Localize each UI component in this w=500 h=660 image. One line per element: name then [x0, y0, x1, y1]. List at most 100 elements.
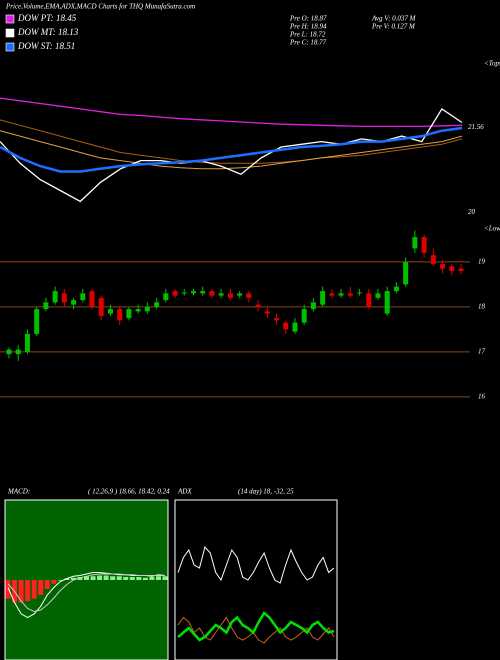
- candle-body: [440, 264, 446, 269]
- candle-body: [200, 291, 206, 294]
- candle-body: [181, 292, 187, 294]
- y-tick-label: 20: [468, 208, 476, 216]
- candle-body: [430, 255, 436, 265]
- histogram-bar: [123, 577, 129, 580]
- candle-body: [393, 286, 399, 292]
- histogram-bar: [64, 578, 70, 580]
- candle-body: [292, 322, 298, 332]
- legend-swatch: [5, 28, 15, 38]
- stat-label: Pre V: 0.127 M: [371, 23, 416, 31]
- stat-label: Pre H: 18.94: [289, 23, 327, 31]
- corner-label: <Lows: [484, 225, 500, 233]
- candle-body: [172, 291, 178, 296]
- series-line: [177, 611, 335, 642]
- candle-body: [117, 309, 123, 321]
- candle-body: [357, 292, 363, 294]
- candle-body: [209, 291, 215, 296]
- series-line: [7, 573, 165, 613]
- candle-body: [264, 311, 270, 314]
- candle-body: [43, 302, 49, 310]
- series-line: [0, 130, 463, 170]
- series-line: [0, 119, 463, 164]
- candle-body: [421, 237, 427, 253]
- y-tick-label: 16: [478, 392, 486, 400]
- y-tick-label: 19: [478, 257, 486, 265]
- candle-body: [15, 349, 21, 355]
- y-tick-label: 17: [478, 347, 486, 355]
- candle-body: [375, 293, 381, 298]
- stat-label: Avg V: 0.037 M: [371, 15, 417, 23]
- candle-body: [24, 333, 30, 352]
- series-line: [0, 97, 463, 128]
- series-line: [0, 126, 463, 173]
- candle-body: [89, 291, 95, 307]
- histogram-bar: [70, 577, 76, 580]
- candle-body: [98, 297, 104, 316]
- histogram-bar: [31, 580, 37, 599]
- candle-body: [310, 302, 316, 310]
- candle-body: [80, 293, 86, 301]
- candle-body: [320, 291, 326, 305]
- candle-body: [338, 293, 344, 296]
- histogram-bar: [103, 575, 109, 580]
- histogram-bar: [129, 577, 135, 580]
- histogram-bar: [110, 576, 116, 580]
- legend-label: DOW MT: 18.13: [17, 27, 79, 37]
- candle-body: [218, 293, 224, 296]
- candle-body: [144, 306, 150, 312]
- candle-body: [135, 309, 141, 312]
- adx-title: ADX: [177, 488, 192, 496]
- candle-body: [154, 302, 160, 307]
- histogram-bar: [136, 577, 142, 580]
- candle-body: [246, 293, 252, 298]
- y-tick-label: 18: [478, 302, 486, 310]
- histogram-bar: [44, 580, 50, 589]
- macd-subtitle: ( 12,26,9 ) 18.66, 18.42, 0.24: [88, 488, 170, 496]
- adx-subtitle: (14 day) 18, -32, 25: [238, 488, 294, 496]
- candle-body: [71, 300, 77, 305]
- candle-body: [283, 322, 289, 330]
- legend-label: DOW PT: 18.45: [17, 13, 77, 23]
- legend-swatch: [5, 14, 15, 24]
- legend-label: DOW ST: 18.51: [17, 41, 75, 51]
- candle-body: [403, 261, 409, 285]
- histogram-bar: [90, 576, 96, 580]
- candle-body: [384, 291, 390, 314]
- histogram-bar: [97, 575, 103, 580]
- candle-body: [255, 304, 261, 307]
- candle-body: [6, 349, 12, 355]
- candle-body: [366, 293, 372, 307]
- candle-body: [126, 309, 132, 319]
- candle-body: [190, 291, 196, 294]
- candle-body: [449, 266, 455, 271]
- candle-body: [347, 293, 353, 296]
- candle-body: [237, 293, 243, 296]
- legend-swatch: [5, 42, 15, 52]
- candle-body: [34, 309, 40, 334]
- histogram-bar: [5, 580, 11, 599]
- stat-label: Pre C: 18.77: [289, 39, 327, 47]
- histogram-bar: [57, 580, 63, 581]
- chart-title: Price,Volume,EMA,ADX,MACD Charts for THQ…: [5, 3, 195, 11]
- stat-label: Pre O: 18.87: [289, 15, 327, 23]
- candle-body: [163, 293, 169, 301]
- histogram-bar: [149, 577, 155, 580]
- macd-title: MACD:: [7, 488, 30, 496]
- candle-body: [227, 293, 233, 298]
- histogram-bar: [116, 576, 122, 580]
- histogram-bar: [77, 577, 83, 580]
- histogram-bar: [38, 580, 44, 595]
- candle-body: [301, 309, 307, 323]
- histogram-bar: [25, 580, 31, 601]
- candle-body: [329, 293, 335, 296]
- candle-body: [458, 268, 464, 271]
- histogram-bar: [155, 576, 161, 580]
- candle-body: [107, 309, 113, 314]
- corner-label: <Tops: [484, 60, 500, 68]
- candle-body: [61, 293, 67, 303]
- stat-label: Pre L: 18.72: [289, 31, 326, 39]
- histogram-bar: [84, 576, 89, 580]
- candle-body: [52, 291, 58, 303]
- candle-body: [274, 318, 280, 321]
